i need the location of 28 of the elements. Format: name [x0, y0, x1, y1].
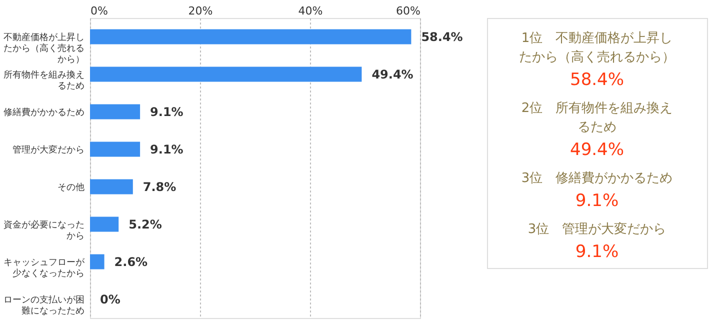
text: 1位 不動産価格が上昇したから（高く売れるから） [519, 30, 675, 65]
x-tick-label: 20% [188, 4, 213, 18]
y-tick-label: 修繕費がかかるため [4, 106, 84, 118]
y-tick-label: その他 [58, 182, 84, 193]
data-label: 9.1% [150, 104, 184, 119]
x-tick-label: 40% [298, 4, 323, 18]
data-label: 5.2% [128, 217, 162, 232]
text: 3位 修繕費がかかるため [521, 171, 673, 186]
y-tick-label: キャッシュフローが少なくなったから [4, 258, 86, 279]
data-label: 58.4% [421, 30, 463, 44]
text: 2位 所有物件を組み換えるため [521, 101, 673, 135]
text: 58.4% [570, 70, 624, 90]
data-label: 7.8% [142, 180, 176, 194]
data-label: 9.1% [150, 142, 184, 156]
y-tick-label: 資金が必要になったから [4, 219, 84, 242]
data-label: 0% [100, 292, 120, 306]
text: 9.1% [575, 242, 619, 262]
x-tick-label: 60% [396, 4, 420, 18]
y-tick-label: ローンの支払いが困難になったため [4, 294, 84, 316]
y-tick-label: 不動産価格が上昇したから（高く売れるから） [4, 32, 84, 65]
text: 3位 管理が大変だから [528, 221, 666, 237]
y-tick-label: 所有物件を組み換えるため [4, 69, 84, 92]
text: 49.4% [570, 140, 624, 160]
text: 9.1% [575, 191, 619, 211]
x-tick-label: 0% [90, 4, 108, 18]
data-label: 49.4% [372, 67, 414, 82]
y-tick-label: 管理が大変だから [12, 144, 84, 156]
data-label: 2.6% [114, 254, 148, 269]
